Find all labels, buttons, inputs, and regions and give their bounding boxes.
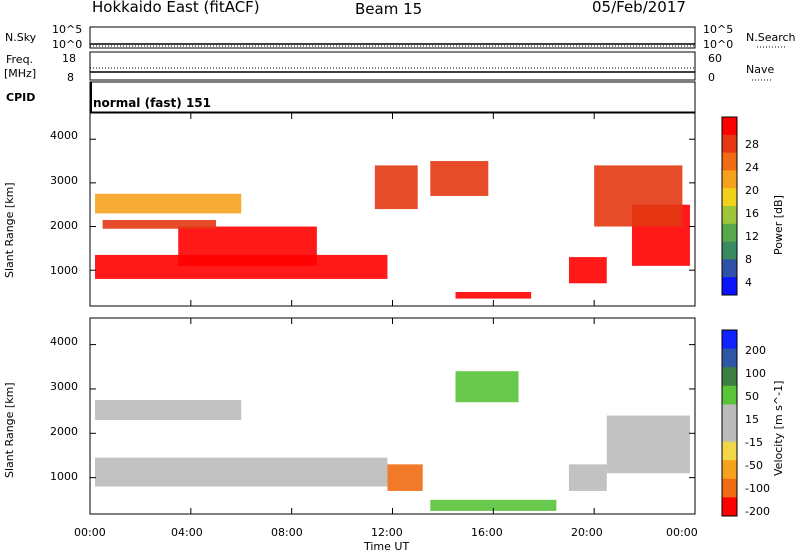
freq-lo: 8 — [67, 71, 74, 84]
power-ytick-2000: 2000 — [50, 219, 78, 232]
velocity-colorbar-cell — [722, 348, 737, 368]
xtick-6: 00:00 — [666, 526, 698, 539]
velocity-colorbar-cell — [722, 478, 737, 498]
power-colorbar-frame — [721, 116, 738, 296]
power-region-2 — [95, 193, 242, 214]
vcb-tick--15: -15 — [745, 436, 763, 449]
nave-lo: 0 — [708, 71, 715, 84]
cpid-panel — [89, 81, 696, 113]
power-ytick-4000: 4000 — [50, 129, 78, 142]
vel-ytick-1000: 1000 — [50, 470, 78, 483]
power-colorbar-cell — [722, 170, 737, 189]
power-ytick-1000: 1000 — [50, 264, 78, 277]
freq-hi: 18 — [62, 52, 76, 65]
velocity-colorbar-cell — [722, 330, 737, 350]
power-region-7 — [568, 257, 607, 284]
xtick-3: 12:00 — [371, 526, 403, 539]
xtick-0: 00:00 — [74, 526, 106, 539]
vcb-tick-50: 50 — [745, 390, 759, 403]
power-colorbar-cell — [722, 117, 737, 136]
power-region-6 — [455, 292, 532, 299]
pcb-tick-8: 8 — [745, 253, 752, 266]
velocity-region-2 — [387, 464, 423, 491]
freq-unit-label: [MHz] — [4, 67, 37, 80]
power-ytick-3000: 3000 — [50, 174, 78, 187]
power-colorbar-cell — [722, 277, 737, 296]
velocity-colorbar-cell — [722, 441, 737, 461]
nsky-hi: 10^5 — [52, 23, 83, 36]
nsearch-label: N.Search — [746, 31, 796, 44]
vcb-tick--200: -200 — [745, 505, 770, 518]
nsearch-hi: 10^5 — [703, 23, 734, 36]
xtick-2: 08:00 — [271, 526, 303, 539]
power-colorbar-cell — [722, 259, 737, 278]
xtick-4: 16:00 — [471, 526, 503, 539]
power-colorbar-cell — [722, 152, 737, 171]
power-region-1 — [178, 226, 317, 266]
vel-ytick-3000: 3000 — [50, 380, 78, 393]
velocity-region-3 — [430, 499, 557, 511]
nave-hi: 60 — [708, 52, 722, 65]
power-region-4 — [430, 161, 489, 196]
vel-ytick-2000: 2000 — [50, 425, 78, 438]
velocity-region-5 — [606, 415, 690, 474]
pcb-tick-20: 20 — [745, 184, 759, 197]
vcb-tick-200: 200 — [745, 344, 766, 357]
velocity-colorbar-cell — [722, 423, 737, 443]
power-region-5 — [374, 165, 418, 210]
power-colorbar-cell — [722, 241, 737, 260]
velocity-region-1 — [95, 400, 242, 420]
velocity-region-0 — [95, 457, 388, 487]
pcb-tick-28: 28 — [745, 138, 759, 151]
velocity-region-4 — [568, 464, 607, 491]
velocity-region-6 — [455, 371, 519, 403]
power-colorbar-cell — [722, 188, 737, 207]
nave-label: Nave — [746, 63, 775, 76]
vcb-tick--50: -50 — [745, 459, 763, 472]
velocity-colorbar-cell — [722, 385, 737, 405]
pcb-tick-12: 12 — [745, 230, 759, 243]
velocity-colorbar-cell — [722, 460, 737, 480]
xtick-5: 20:00 — [571, 526, 603, 539]
nsky-lo: 10^0 — [52, 38, 83, 51]
cpid-text: normal (fast) 151 — [93, 96, 211, 110]
vcb-tick-15: 15 — [745, 413, 759, 426]
nsearch-lo: 10^0 — [703, 38, 734, 51]
pcb-tick-16: 16 — [745, 207, 759, 220]
velocity-colorbar-frame — [721, 329, 738, 517]
velocity-colorbar-cell — [722, 404, 737, 424]
power-colorbar-cell — [722, 134, 737, 154]
power-colorbar-cell — [722, 223, 737, 243]
freq-panel — [89, 51, 696, 81]
power-region-9 — [594, 165, 683, 227]
xlabel: Time UT — [364, 540, 410, 553]
power-colorbar-cell — [722, 206, 737, 225]
freq-label: Freq. — [6, 53, 34, 66]
nsky-panel — [89, 26, 696, 49]
nsky-label: N.Sky — [5, 31, 37, 44]
vel-ytick-4000: 4000 — [50, 335, 78, 348]
vcb-tick--100: -100 — [745, 482, 770, 495]
beam-title: Beam 15 — [355, 0, 423, 18]
cpid-label: CPID — [6, 91, 36, 104]
velocity-colorbar-cell — [722, 367, 737, 387]
station-title: Hokkaido East (fitACF) — [92, 0, 260, 16]
power-region-3 — [102, 219, 217, 229]
pcb-tick-4: 4 — [745, 276, 752, 289]
pcb-tick-24: 24 — [745, 161, 759, 174]
vcb-tick-100: 100 — [745, 367, 766, 380]
date-title: 05/Feb/2017 — [592, 0, 686, 16]
velocity-colorbar-cell — [722, 497, 737, 517]
xtick-1: 04:00 — [171, 526, 203, 539]
